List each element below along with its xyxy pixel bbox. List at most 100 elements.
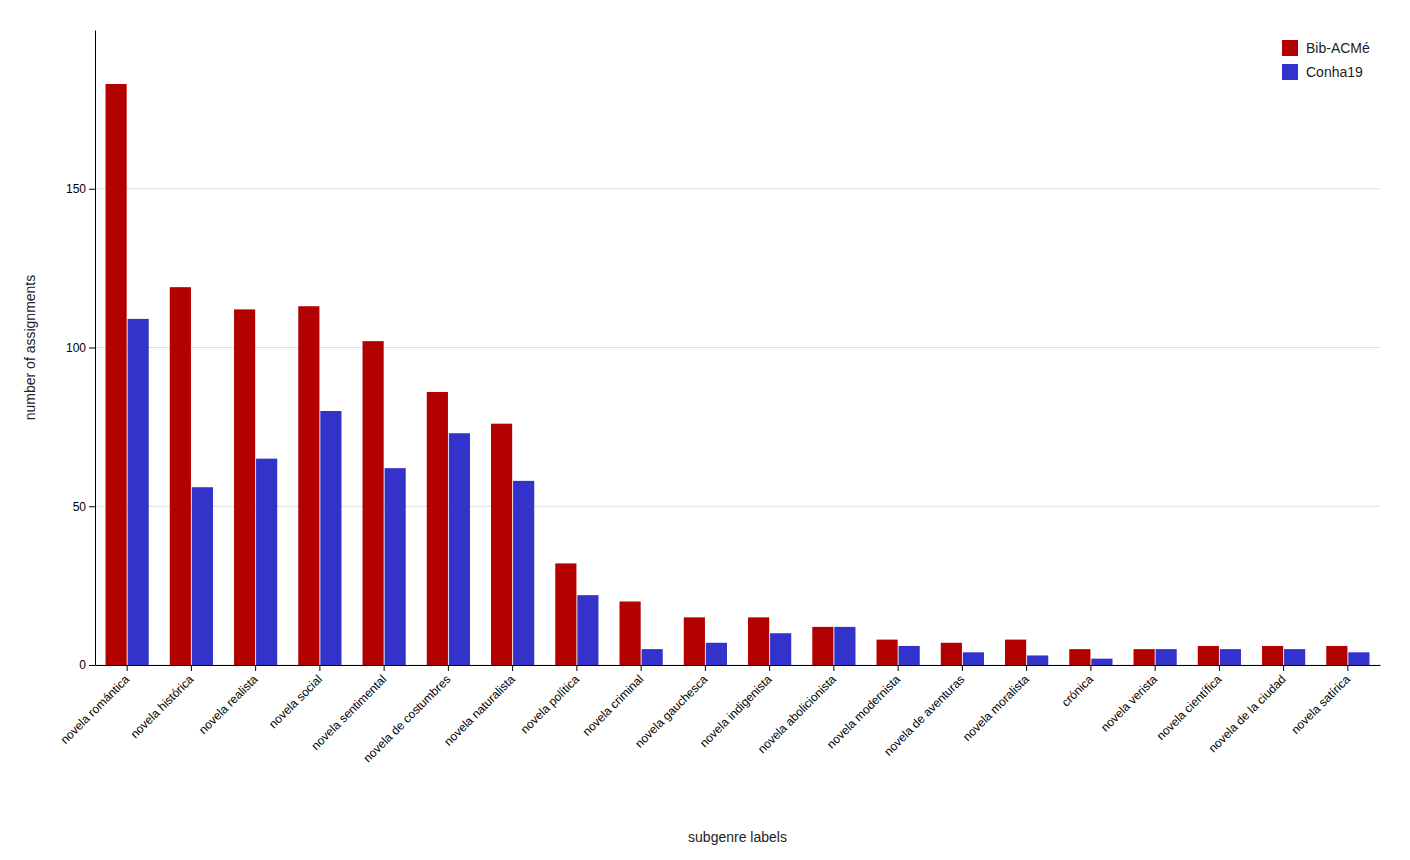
legend-swatch bbox=[1282, 64, 1298, 80]
tick-mark bbox=[89, 348, 95, 349]
bar bbox=[555, 563, 576, 665]
bar bbox=[192, 487, 213, 665]
bar bbox=[320, 411, 341, 665]
tick-label: novela satírica bbox=[1288, 672, 1353, 737]
bar bbox=[449, 433, 470, 665]
bar-series bbox=[106, 84, 1348, 665]
bar bbox=[298, 306, 319, 665]
tick-mark bbox=[127, 665, 128, 671]
tick-mark bbox=[448, 665, 449, 671]
chart: 0 50 100 150 novela románticanovela históric… bbox=[0, 0, 1410, 860]
tick-label: novela romántica bbox=[58, 672, 133, 747]
bar bbox=[684, 617, 705, 665]
bar bbox=[1198, 646, 1219, 665]
y-axis-title: number of assignments bbox=[22, 275, 38, 421]
tick-mark bbox=[576, 665, 577, 671]
bar-series bbox=[128, 319, 1370, 665]
bar bbox=[1069, 649, 1090, 665]
bar bbox=[427, 392, 448, 665]
legend-item: Conha19 bbox=[1282, 64, 1363, 80]
legend-label: Conha19 bbox=[1306, 64, 1363, 80]
x-tick: novela de la ciudad bbox=[1206, 665, 1289, 755]
tick-label: novela de la ciudad bbox=[1206, 672, 1289, 755]
x-tick: novela satírica bbox=[1288, 665, 1353, 737]
bar bbox=[513, 481, 534, 665]
bar bbox=[363, 341, 384, 665]
bar bbox=[1156, 649, 1177, 665]
tick-mark bbox=[769, 665, 770, 671]
plot: 0 50 100 150 novela románticanovela históric… bbox=[22, 31, 1381, 846]
x-axis-title: subgenre labels bbox=[688, 829, 787, 845]
tick-mark bbox=[89, 665, 95, 666]
bar bbox=[1284, 649, 1305, 665]
bar bbox=[941, 643, 962, 665]
bar bbox=[899, 646, 920, 665]
tick-mark bbox=[319, 665, 320, 671]
bar bbox=[877, 640, 898, 665]
x-axis: novela románticanovela históricanovela r… bbox=[58, 665, 1381, 765]
x-tick: novela criminal bbox=[580, 665, 647, 739]
x-tick: crónica bbox=[1059, 665, 1096, 709]
bar bbox=[642, 649, 663, 665]
bar bbox=[1005, 640, 1026, 665]
bar bbox=[170, 287, 191, 665]
grid-line bbox=[95, 347, 1380, 348]
grid-line bbox=[95, 506, 1380, 507]
x-tick: novela científica bbox=[1154, 665, 1225, 743]
bar bbox=[1326, 646, 1347, 665]
x-tick: novela de aventuras bbox=[881, 665, 967, 759]
bar bbox=[1348, 652, 1369, 665]
bar bbox=[577, 595, 598, 665]
bar bbox=[812, 627, 833, 665]
tick-mark bbox=[191, 665, 192, 671]
axis-line bbox=[96, 665, 1381, 666]
tick-mark bbox=[1090, 665, 1091, 671]
x-tick: novela romántica bbox=[58, 665, 133, 747]
tick-mark bbox=[962, 665, 963, 671]
tick-mark bbox=[705, 665, 706, 671]
y-tick: 50 bbox=[73, 500, 95, 514]
tick-mark bbox=[255, 665, 256, 671]
grid-line bbox=[95, 665, 1380, 666]
tick-label: novela naturalista bbox=[441, 672, 518, 749]
tick-label: 100 bbox=[66, 341, 86, 355]
tick-mark bbox=[89, 506, 95, 507]
tick-label: novela científica bbox=[1154, 672, 1225, 743]
grid bbox=[95, 189, 1380, 665]
tick-mark bbox=[1155, 665, 1156, 671]
y-tick: 0 bbox=[79, 658, 95, 672]
bar bbox=[1091, 659, 1112, 665]
bar bbox=[385, 468, 406, 665]
x-tick: novela realista bbox=[196, 665, 261, 737]
tick-label: novela realista bbox=[196, 672, 261, 737]
bar bbox=[106, 84, 127, 665]
x-tick: novela naturalista bbox=[441, 665, 518, 749]
x-tick: novela política bbox=[518, 665, 582, 736]
tick-label: novela verista bbox=[1098, 672, 1160, 734]
tick-label: novela social bbox=[266, 672, 325, 731]
bar bbox=[770, 633, 791, 665]
bar bbox=[1134, 649, 1155, 665]
tick-label: 150 bbox=[66, 182, 86, 196]
y-axis: 0 50 100 150 bbox=[66, 31, 96, 673]
bar bbox=[1220, 649, 1241, 665]
grid-line bbox=[95, 188, 1380, 189]
bar bbox=[748, 617, 769, 665]
tick-mark bbox=[89, 189, 95, 190]
tick-label: crónica bbox=[1059, 672, 1096, 709]
tick-mark bbox=[1283, 665, 1284, 671]
bar bbox=[1027, 655, 1048, 665]
bar bbox=[834, 627, 855, 665]
tick-mark bbox=[1026, 665, 1027, 671]
x-tick: novela histórica bbox=[128, 665, 197, 741]
legend-label: Bib-ACMé bbox=[1306, 40, 1370, 56]
tick-mark bbox=[512, 665, 513, 671]
y-tick: 100 bbox=[66, 341, 95, 355]
tick-label: novela moralista bbox=[960, 672, 1032, 744]
x-tick: novela verista bbox=[1098, 665, 1160, 734]
tick-label: 50 bbox=[73, 500, 87, 514]
tick-mark bbox=[384, 665, 385, 671]
legend-swatch bbox=[1282, 40, 1298, 56]
bar bbox=[620, 602, 641, 666]
x-tick: novela moralista bbox=[960, 665, 1032, 744]
